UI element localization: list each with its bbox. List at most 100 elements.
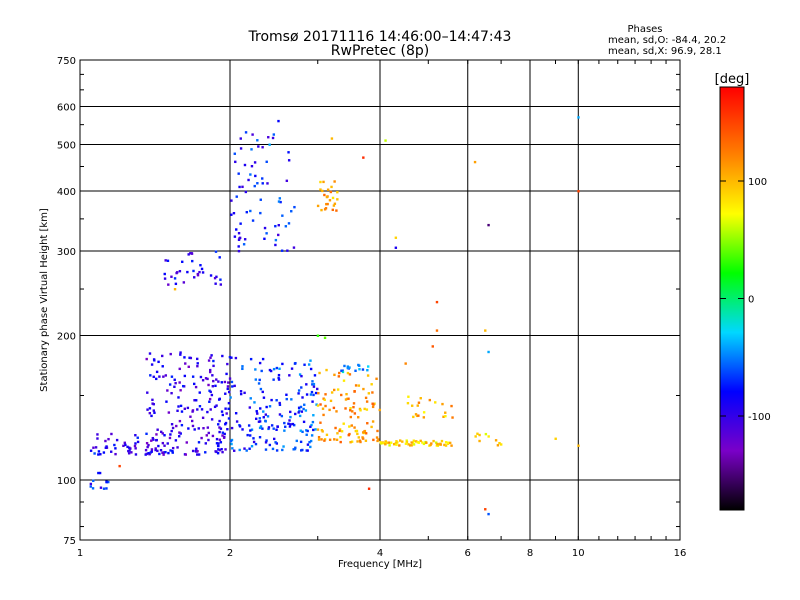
data-point xyxy=(181,260,184,264)
y-tick-label: 75 xyxy=(63,536,76,547)
data-point xyxy=(275,399,278,402)
data-point xyxy=(338,429,341,433)
data-point xyxy=(281,362,284,366)
data-point xyxy=(218,448,221,452)
data-point xyxy=(241,428,244,431)
data-point xyxy=(375,436,379,439)
data-point xyxy=(209,274,213,277)
data-point xyxy=(261,357,265,361)
data-point xyxy=(198,404,202,408)
data-point xyxy=(178,381,181,384)
data-point xyxy=(410,441,413,444)
data-point xyxy=(384,443,387,446)
data-point xyxy=(238,425,242,428)
data-point xyxy=(130,451,133,454)
data-point xyxy=(150,450,153,453)
data-point xyxy=(146,408,149,411)
data-point xyxy=(499,443,503,446)
data-point xyxy=(224,448,227,451)
data-point xyxy=(218,438,222,441)
data-point xyxy=(265,232,268,235)
data-point xyxy=(288,425,292,428)
data-point xyxy=(394,236,398,239)
data-point xyxy=(293,447,297,451)
x-tick-label: 1 xyxy=(77,548,83,559)
data-point xyxy=(354,369,357,372)
data-point xyxy=(286,249,289,252)
data-point xyxy=(297,411,300,414)
data-point xyxy=(304,409,308,412)
data-point xyxy=(152,409,156,412)
data-point xyxy=(317,435,321,439)
data-point xyxy=(352,402,356,405)
data-point xyxy=(114,447,117,450)
data-point xyxy=(299,429,302,432)
data-point xyxy=(200,408,204,411)
data-point xyxy=(331,208,334,212)
data-point xyxy=(191,259,194,263)
data-point xyxy=(262,396,266,399)
data-point xyxy=(267,427,270,431)
data-point xyxy=(210,354,213,357)
data-point xyxy=(302,420,306,424)
data-point xyxy=(330,391,334,394)
data-point xyxy=(256,412,259,415)
data-point xyxy=(395,443,398,446)
y-tick-label: 300 xyxy=(57,247,76,258)
data-point xyxy=(254,368,257,371)
data-point xyxy=(194,385,198,389)
data-point xyxy=(217,448,220,451)
data-point xyxy=(250,445,254,448)
data-point xyxy=(353,390,356,393)
data-point xyxy=(156,449,159,453)
data-point xyxy=(225,412,228,415)
data-point xyxy=(290,210,293,213)
data-point xyxy=(252,440,256,444)
data-point xyxy=(444,411,447,414)
data-point xyxy=(311,383,314,386)
data-point xyxy=(256,182,259,185)
data-point xyxy=(207,431,210,435)
data-point xyxy=(444,441,448,444)
data-point xyxy=(412,439,416,442)
data-point xyxy=(348,425,351,428)
data-point xyxy=(163,277,167,280)
data-point xyxy=(344,398,348,401)
data-point xyxy=(196,408,199,411)
data-point xyxy=(361,436,364,439)
data-point xyxy=(234,412,238,415)
data-point xyxy=(164,374,168,377)
data-point xyxy=(193,428,196,431)
data-point xyxy=(211,434,215,438)
data-point xyxy=(300,410,304,413)
data-point xyxy=(577,444,580,447)
data-point xyxy=(206,426,210,429)
data-point xyxy=(159,448,163,452)
data-point xyxy=(223,432,226,436)
data-point xyxy=(371,420,375,423)
data-point xyxy=(127,452,131,455)
data-point xyxy=(215,404,218,407)
data-point xyxy=(237,249,241,253)
data-point xyxy=(289,410,292,414)
data-point xyxy=(332,406,336,410)
data-point xyxy=(149,374,152,377)
data-point xyxy=(228,377,232,380)
data-point xyxy=(164,259,167,262)
data-point xyxy=(473,160,477,164)
data-point xyxy=(415,414,419,418)
data-point xyxy=(234,356,238,360)
data-point xyxy=(353,426,356,429)
data-point xyxy=(328,438,332,442)
data-point xyxy=(179,404,183,408)
data-point xyxy=(319,421,322,424)
data-point xyxy=(298,409,301,412)
data-point xyxy=(261,427,264,430)
data-point xyxy=(287,222,291,225)
x-tick-label: 4 xyxy=(377,548,383,559)
data-point xyxy=(385,441,389,445)
data-point xyxy=(319,188,322,191)
data-point xyxy=(223,380,227,384)
data-point xyxy=(414,413,418,416)
data-point xyxy=(310,434,314,437)
